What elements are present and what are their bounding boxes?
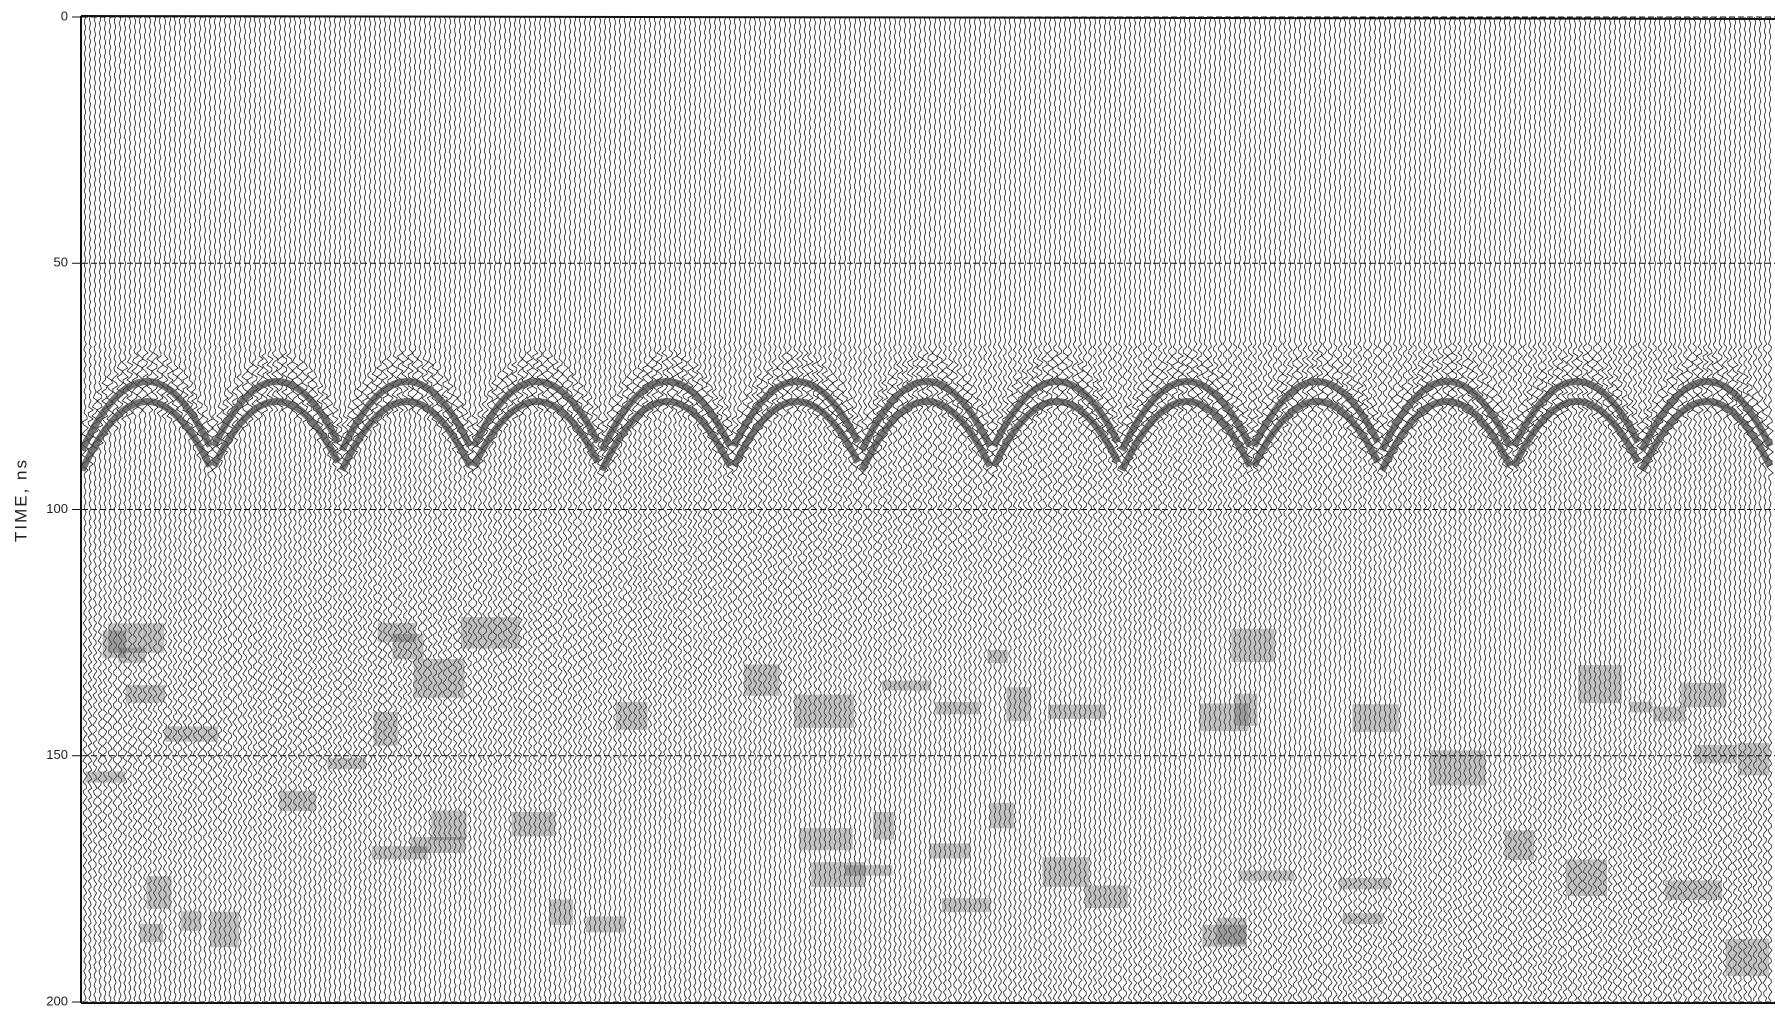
dark-patch bbox=[586, 916, 625, 932]
dark-patch bbox=[327, 758, 366, 769]
dark-patch bbox=[279, 791, 315, 811]
dark-patch bbox=[1681, 683, 1727, 707]
dark-patch bbox=[1665, 880, 1722, 900]
dark-patch bbox=[414, 659, 465, 698]
y-axis-label: TIME, ns bbox=[11, 458, 30, 542]
dark-patch bbox=[987, 650, 1008, 663]
dark-patch bbox=[1235, 694, 1258, 726]
dark-patch bbox=[1048, 705, 1106, 719]
dark-patch bbox=[1695, 745, 1737, 763]
y-tick-label: 0 bbox=[61, 8, 68, 23]
dark-patch bbox=[1653, 707, 1685, 722]
dark-patch bbox=[1085, 885, 1128, 908]
dark-patch bbox=[1352, 704, 1398, 732]
dark-patch bbox=[512, 812, 556, 837]
y-tick-label: 200 bbox=[46, 993, 68, 1008]
y-tick-label: 150 bbox=[46, 747, 68, 762]
dark-patch bbox=[393, 634, 424, 659]
dark-patch bbox=[882, 681, 931, 691]
dark-patch bbox=[431, 811, 466, 841]
dark-patch bbox=[374, 712, 398, 746]
dark-patch bbox=[1006, 687, 1030, 721]
dark-patch bbox=[181, 911, 201, 931]
dark-patch bbox=[1343, 913, 1384, 924]
dark-patch bbox=[165, 726, 219, 741]
dark-patch bbox=[794, 695, 854, 728]
dark-patch bbox=[147, 876, 172, 909]
dark-patch bbox=[140, 924, 163, 942]
dark-patch bbox=[929, 843, 971, 858]
y-tick-label: 50 bbox=[54, 255, 68, 270]
dark-patch bbox=[1738, 743, 1770, 775]
dark-patch bbox=[1042, 857, 1089, 887]
y-tick-label: 100 bbox=[46, 501, 68, 516]
dark-patch bbox=[210, 912, 239, 948]
dark-patch bbox=[85, 772, 125, 783]
dark-patch bbox=[1566, 859, 1607, 896]
dark-patch bbox=[942, 898, 991, 912]
dark-patch bbox=[126, 685, 165, 703]
dark-patch bbox=[1239, 870, 1295, 880]
dark-patch bbox=[1578, 665, 1622, 703]
dark-patch bbox=[549, 899, 573, 925]
dark-patch bbox=[411, 837, 465, 853]
dark-patch bbox=[873, 812, 894, 840]
page: TIME, ns 050100150200 (() => { const dat… bbox=[0, 0, 1775, 1011]
dark-patch bbox=[845, 865, 892, 876]
dark-patch bbox=[1231, 629, 1274, 662]
dark-patch bbox=[990, 803, 1014, 829]
dark-patch bbox=[1630, 702, 1653, 713]
dark-patch bbox=[1339, 878, 1390, 890]
dark-patch bbox=[461, 617, 520, 649]
dark-patch bbox=[935, 702, 979, 714]
dark-patch bbox=[1505, 830, 1534, 860]
chart: TIME, ns 0 50 100 150 200 bbox=[0, 0, 1775, 1011]
dark-patch bbox=[799, 828, 853, 850]
dark-patch bbox=[108, 623, 164, 653]
dark-patch bbox=[616, 702, 648, 730]
dark-patch bbox=[744, 664, 780, 695]
dark-patch bbox=[1725, 939, 1769, 976]
dark-patch bbox=[1202, 925, 1246, 947]
